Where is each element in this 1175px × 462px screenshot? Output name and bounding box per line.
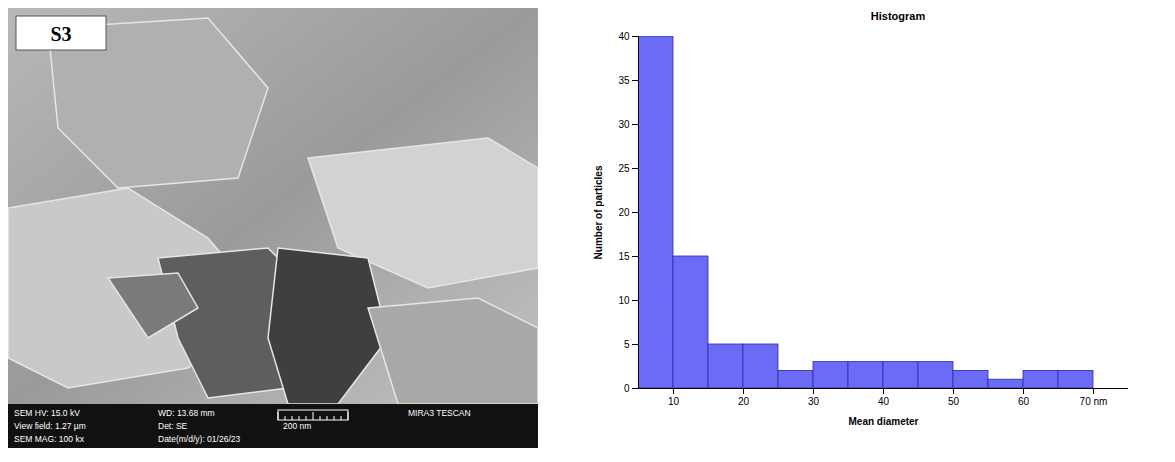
- svg-text:5: 5: [624, 339, 630, 350]
- svg-text:View field: 1.27 µm: View field: 1.27 µm: [14, 421, 86, 431]
- svg-text:25: 25: [618, 163, 630, 174]
- svg-text:Mean diameter: Mean diameter: [848, 416, 918, 427]
- svg-text:10: 10: [668, 396, 680, 407]
- svg-text:40: 40: [878, 396, 890, 407]
- svg-text:0: 0: [624, 383, 630, 394]
- svg-text:MIRA3 TESCAN: MIRA3 TESCAN: [408, 408, 471, 418]
- svg-text:Date(m/d/y): 01/26/23: Date(m/d/y): 01/26/23: [158, 434, 240, 444]
- svg-text:35: 35: [618, 75, 630, 86]
- svg-text:15: 15: [618, 251, 630, 262]
- svg-text:10: 10: [618, 295, 630, 306]
- svg-text:70 nm: 70 nm: [1080, 396, 1108, 407]
- svg-text:20: 20: [618, 207, 630, 218]
- svg-text:Det: SE: Det: SE: [158, 421, 188, 431]
- svg-text:Number of particles: Number of particles: [593, 165, 604, 259]
- svg-text:30: 30: [808, 396, 820, 407]
- svg-text:40: 40: [618, 31, 630, 42]
- svg-text:30: 30: [618, 119, 630, 130]
- html-text:Histogram: Histogram: [870, 10, 926, 22]
- svg-text:60: 60: [1018, 396, 1030, 407]
- svg-text:20: 20: [738, 396, 750, 407]
- svg-text:50: 50: [948, 396, 960, 407]
- svg-text:S3: S3: [50, 23, 71, 45]
- svg-text:SEM HV: 15.0 kV: SEM HV: 15.0 kV: [14, 408, 80, 418]
- svg-text:SEM MAG: 100 kx: SEM MAG: 100 kx: [14, 434, 85, 444]
- svg-text:WD: 13.68 mm: WD: 13.68 mm: [158, 408, 215, 418]
- svg-text:200 nm: 200 nm: [283, 421, 311, 431]
